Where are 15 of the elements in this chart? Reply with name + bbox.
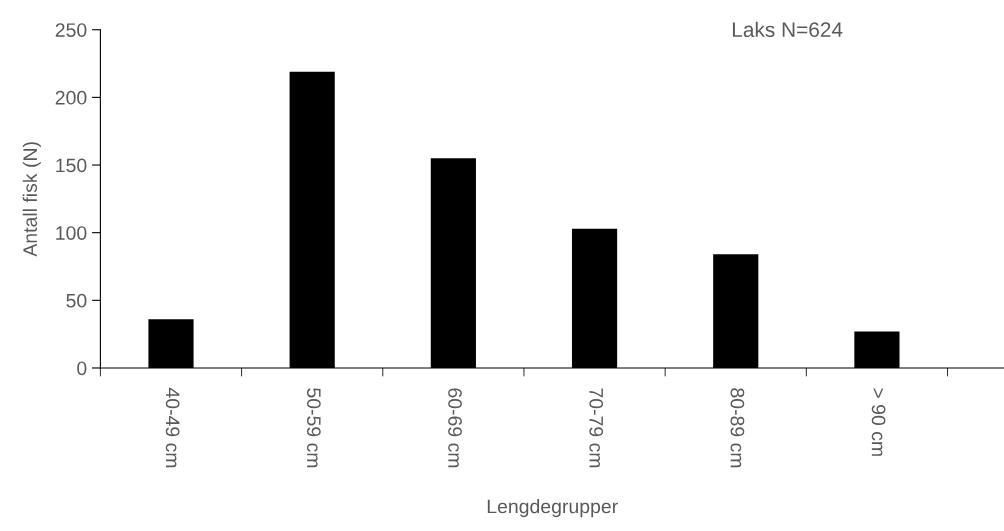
y-axis-title: Antall fisk (N) bbox=[22, 142, 41, 257]
y-tick-label: 0 bbox=[77, 361, 87, 376]
x-tick-label: 70-79 cm bbox=[589, 388, 604, 468]
x-tick-label: 40-49 cm bbox=[165, 387, 180, 468]
y-tick-label: 150 bbox=[56, 158, 87, 173]
chart-title: Laks N=624 bbox=[732, 21, 843, 38]
x-axis-title: Lengdegrupper bbox=[487, 499, 618, 518]
y-tick-label: 50 bbox=[66, 293, 87, 308]
y-tick-label: 250 bbox=[55, 23, 87, 37]
x-tick-label: 60-69 cm bbox=[448, 388, 462, 468]
y-tick-label: 200 bbox=[55, 90, 87, 105]
x-tick-label: 50-59 cm bbox=[306, 388, 321, 468]
y-tick-label: 100 bbox=[56, 226, 87, 240]
x-tick-label: 80-89 cm bbox=[730, 388, 745, 468]
x-tick-label: > 90 cm bbox=[871, 388, 886, 456]
